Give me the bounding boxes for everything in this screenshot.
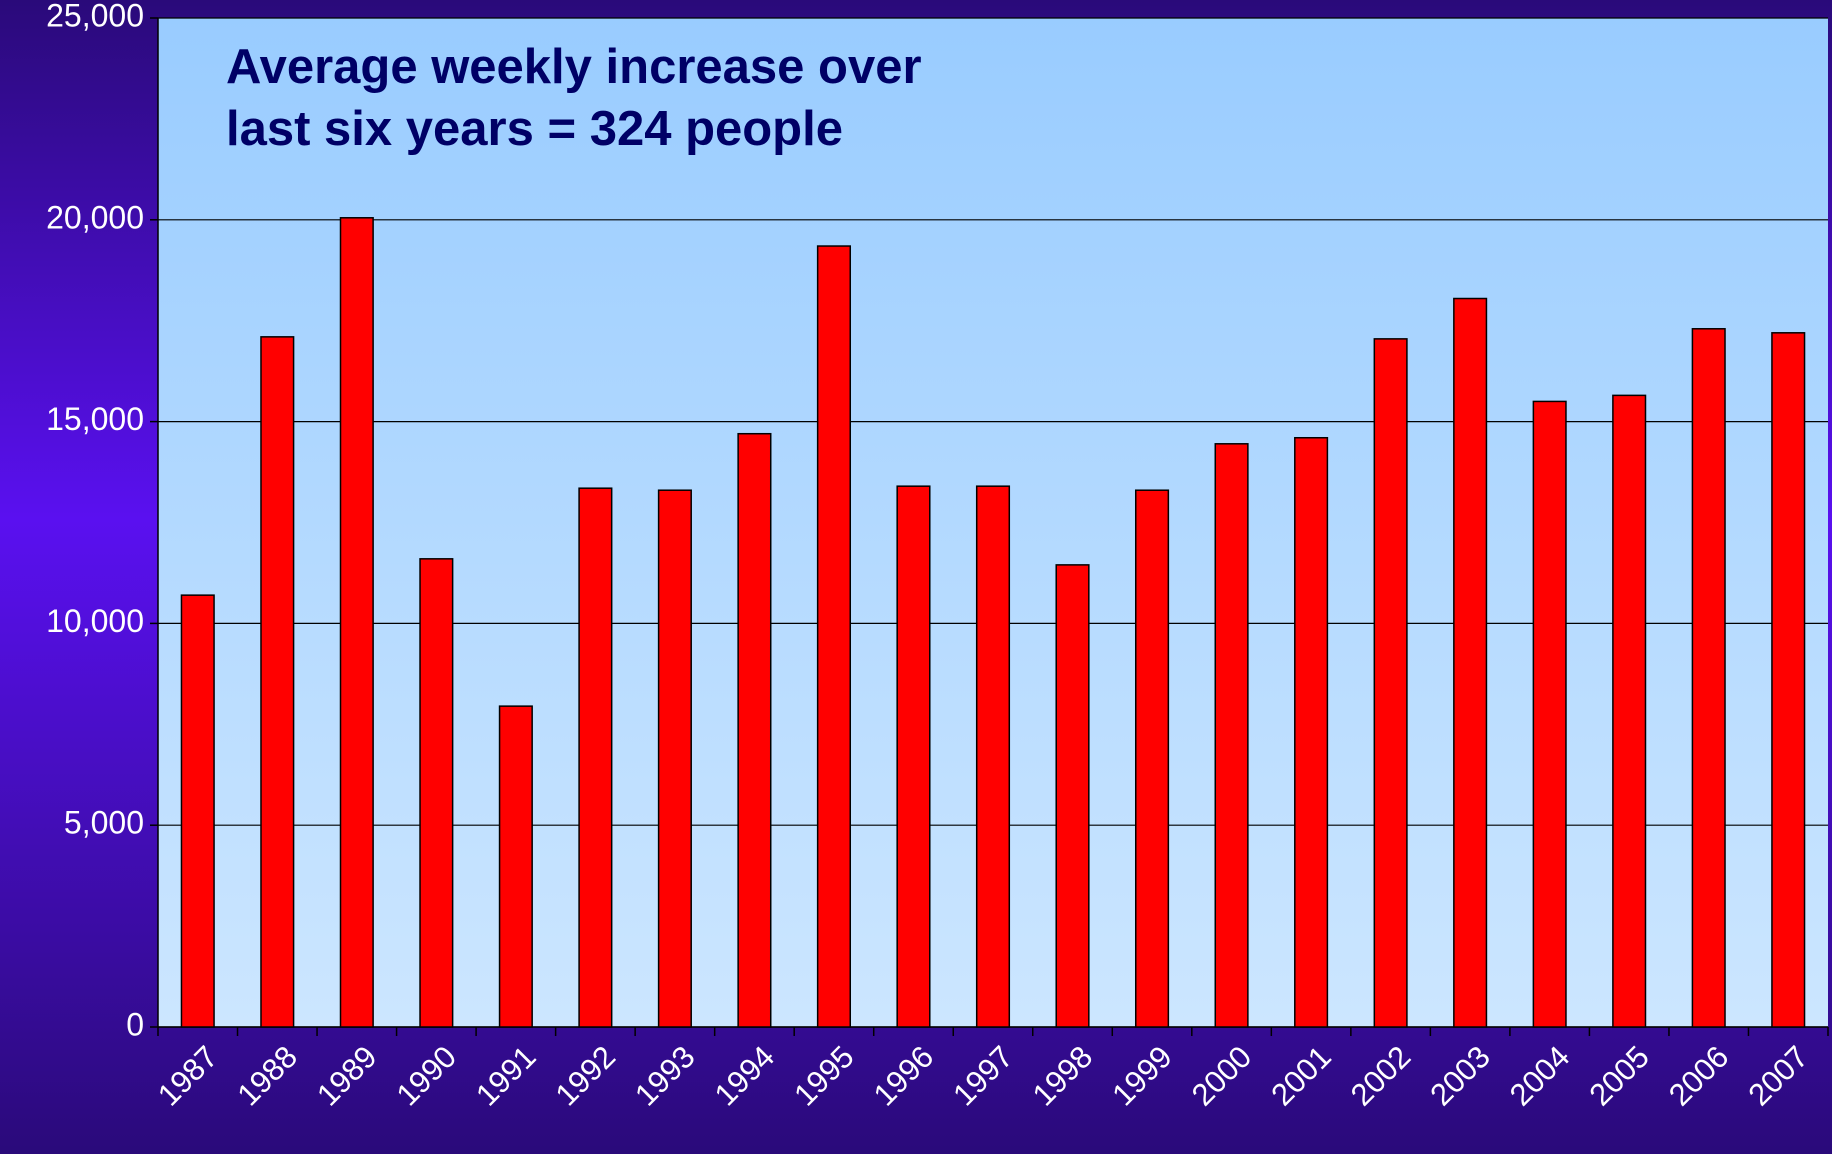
bar (816, 245, 852, 1028)
bar (1294, 436, 1329, 1028)
bar (578, 487, 613, 1028)
bar (1532, 400, 1567, 1028)
bar (1055, 564, 1090, 1028)
bar (1771, 332, 1806, 1028)
y-tick-label: 10,000 (46, 603, 144, 639)
bar (1214, 443, 1249, 1028)
annotation: Average weekly increase over (226, 40, 922, 94)
bar (657, 489, 692, 1028)
annotation: last six years = 324 people (226, 102, 843, 156)
bar (975, 485, 1011, 1028)
y-tick-label: 5,000 (64, 805, 144, 841)
bar (1612, 394, 1647, 1028)
bar (339, 217, 374, 1028)
bar (419, 558, 454, 1028)
bar (260, 336, 295, 1028)
y-tick-label: 0 (126, 1006, 144, 1042)
bar (1691, 328, 1726, 1028)
bar (737, 432, 772, 1028)
bar (1453, 297, 1488, 1028)
y-tick-label: 20,000 (46, 199, 144, 235)
y-tick-label: 25,000 (46, 0, 144, 33)
bar (896, 485, 931, 1028)
bar (180, 594, 215, 1028)
bar (1134, 489, 1170, 1028)
bar (1373, 338, 1408, 1028)
y-tick-label: 15,000 (46, 401, 144, 437)
bar (498, 705, 533, 1028)
